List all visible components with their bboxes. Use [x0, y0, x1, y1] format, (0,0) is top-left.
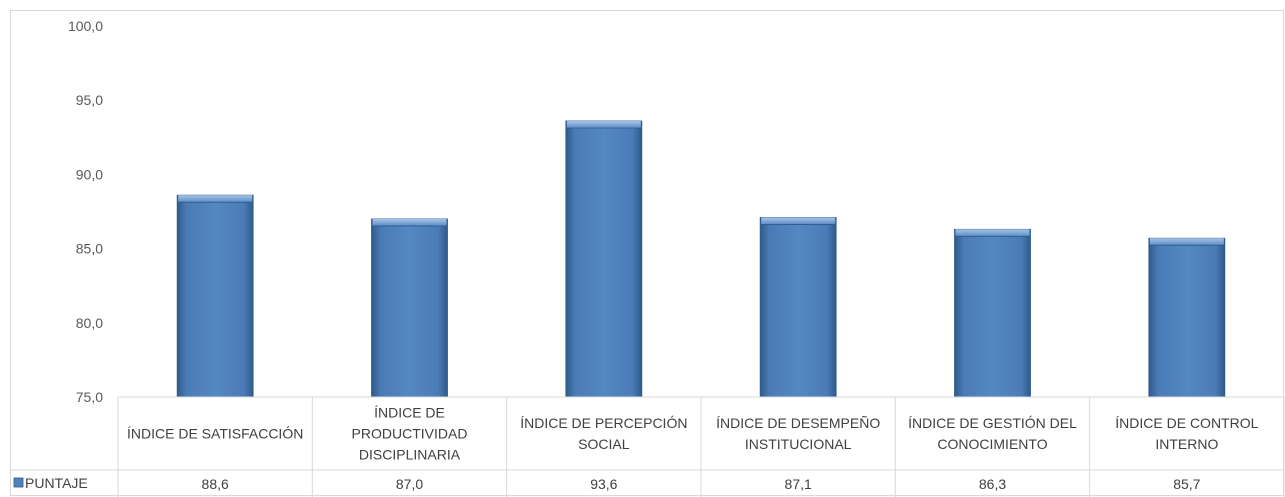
bar-cap	[761, 217, 836, 225]
y-tick-label: 80,0	[76, 315, 103, 331]
bar	[176, 194, 254, 398]
bar	[565, 120, 643, 398]
y-tick-label: 95,0	[76, 92, 103, 108]
bar	[954, 228, 1031, 398]
category-label: ÍNDICE DE GESTIÓN DEL CONOCIMIENTO	[908, 415, 1077, 452]
data-value-label: 87,0	[396, 476, 423, 492]
bar-cap	[1149, 238, 1224, 246]
y-tick-label: 90,0	[76, 166, 103, 182]
chart-frame	[10, 10, 1284, 496]
category-label: ÍNDICE DE DESEMPEÑO INSTITUCIONAL	[716, 415, 880, 452]
bar-cap	[566, 120, 641, 128]
bar-cap	[955, 229, 1030, 237]
legend-key	[13, 477, 24, 488]
y-tick-label: 75,0	[76, 389, 103, 405]
category-label: ÍNDICE DE PRODUCTIVIDAD DISCIPLINARIA	[352, 405, 468, 463]
bar	[759, 217, 837, 398]
y-tick-label: 85,0	[76, 241, 103, 257]
data-value-label: 86,3	[979, 476, 1006, 492]
data-value-label: 88,6	[202, 476, 229, 492]
data-value-label: 87,1	[785, 476, 812, 492]
bar-cap	[372, 218, 447, 226]
data-value-label: 93,6	[590, 476, 617, 492]
bar-cap	[178, 195, 253, 203]
category-label: ÍNDICE DE SATISFACCIÓN	[127, 426, 303, 442]
bar	[1148, 237, 1226, 398]
category-label: ÍNDICE DE PERCEPCIÓN SOCIAL	[520, 415, 687, 452]
legend-series-name: PUNTAJE	[25, 475, 88, 491]
bar	[371, 218, 448, 398]
y-tick-label: 100,0	[68, 18, 103, 34]
data-value-label: 85,7	[1173, 476, 1200, 492]
category-label: ÍNDICE DE CONTROL INTERNO	[1115, 415, 1258, 452]
